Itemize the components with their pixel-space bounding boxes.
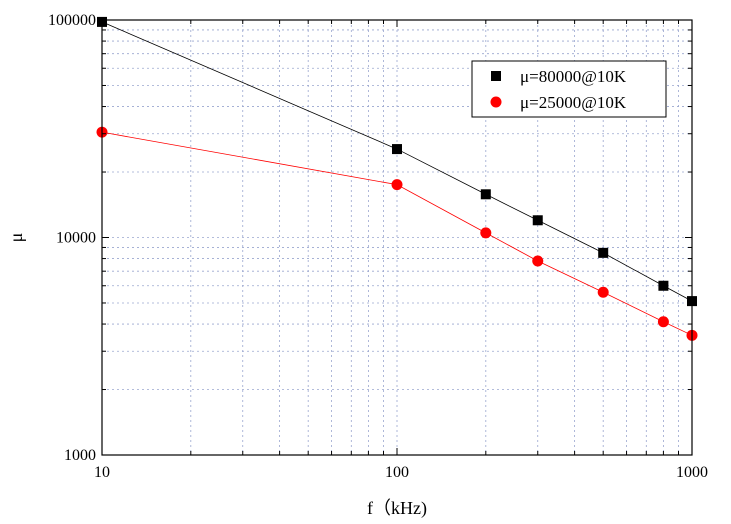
x-tick-label: 100 <box>385 464 409 481</box>
series-line <box>101 131 693 336</box>
series-2 <box>96 126 698 341</box>
data-point <box>658 280 669 291</box>
data-point <box>480 227 492 239</box>
legend-label: μ=80000@10K <box>520 67 627 86</box>
legend-marker <box>491 71 501 81</box>
axis-ticks: 10 100 1000 1000 10000 100000 <box>48 12 708 481</box>
y-tick-label: 1000 <box>64 447 96 464</box>
data-point <box>598 247 609 258</box>
x-axis-title: f（kHz) <box>367 498 427 519</box>
legend-marker <box>490 96 502 108</box>
data-point <box>597 286 609 298</box>
data-point <box>392 144 402 155</box>
data-point <box>532 215 543 226</box>
data-point <box>480 189 491 200</box>
y-tick-label: 100000 <box>48 12 96 29</box>
legend-box <box>471 60 667 118</box>
legend-label: μ=25000@10K <box>520 93 627 112</box>
legend: μ=80000@10K μ=25000@10K <box>471 60 667 118</box>
legend-item: μ=80000@10K <box>491 67 627 86</box>
data-point <box>532 255 544 267</box>
x-tick-label: 10 <box>94 464 110 481</box>
data-point <box>657 316 669 328</box>
x-tick-label: 1000 <box>676 464 708 481</box>
legend-item: μ=25000@10K <box>490 93 627 112</box>
y-tick-label: 10000 <box>56 230 96 247</box>
y-axis-title: μ <box>6 233 26 243</box>
data-point <box>391 179 403 191</box>
